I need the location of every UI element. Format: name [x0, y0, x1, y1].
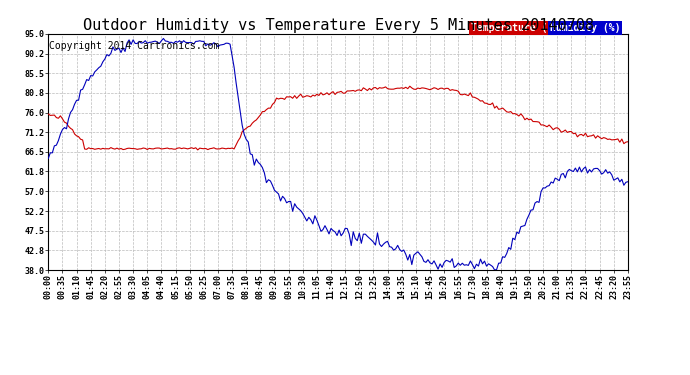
Text: Humidity (%): Humidity (%): [550, 22, 620, 33]
Text: Temperature (°F): Temperature (°F): [471, 22, 565, 33]
Title: Outdoor Humidity vs Temperature Every 5 Minutes 20140708: Outdoor Humidity vs Temperature Every 5 …: [83, 18, 593, 33]
Text: Copyright 2014 Cartronics.com: Copyright 2014 Cartronics.com: [49, 41, 219, 51]
